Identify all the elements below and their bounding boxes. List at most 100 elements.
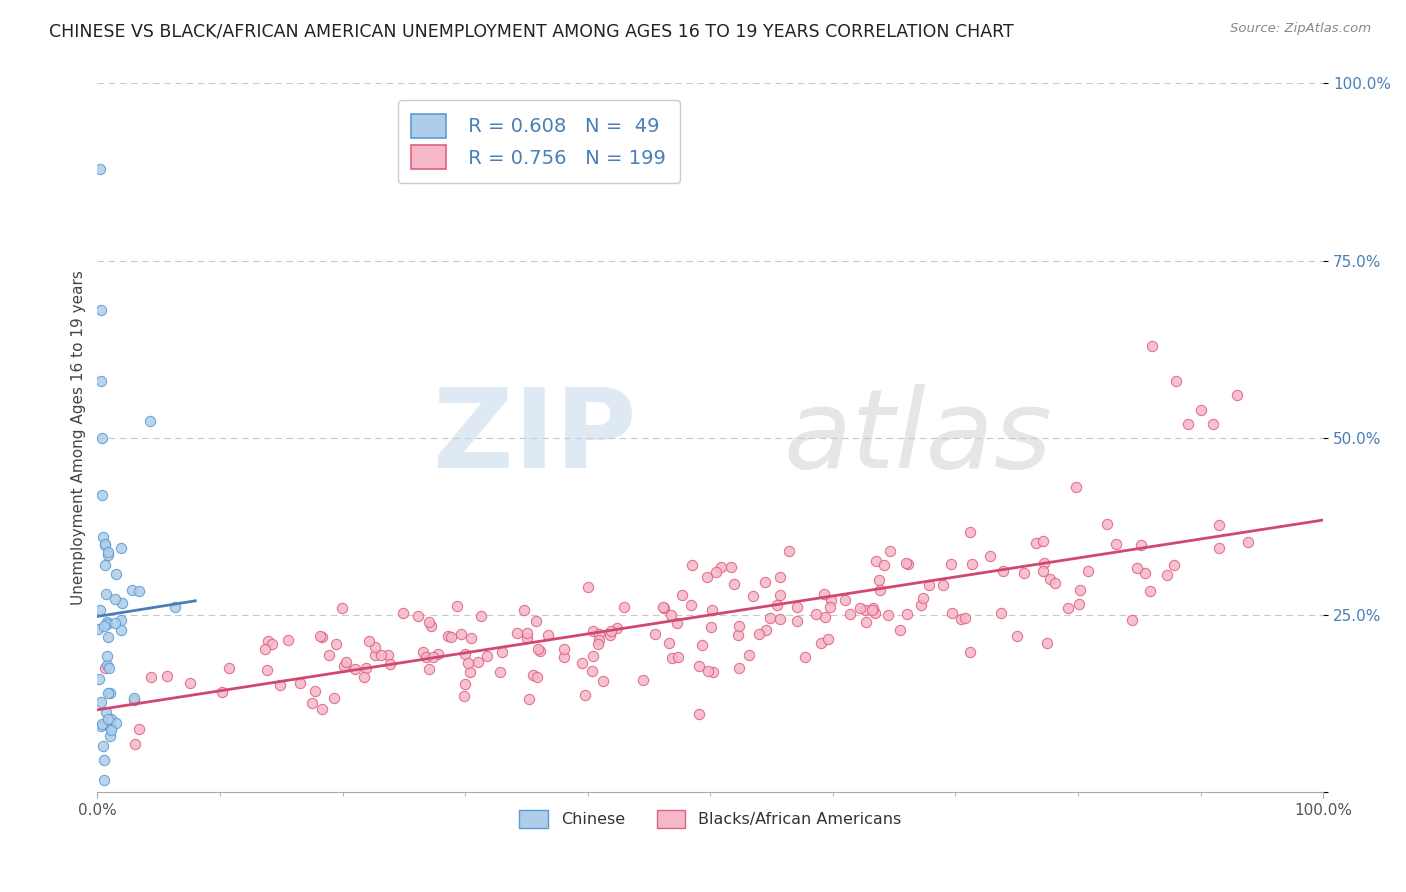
Point bbox=[318, 648, 340, 662]
Point bbox=[165, 599, 187, 614]
Point bbox=[571, 656, 593, 670]
Point bbox=[505, 625, 527, 640]
Point bbox=[911, 591, 934, 605]
Point bbox=[488, 665, 510, 679]
Point bbox=[96, 648, 118, 663]
Point bbox=[748, 627, 770, 641]
Point bbox=[93, 753, 115, 767]
Point bbox=[896, 607, 918, 621]
Point bbox=[392, 607, 415, 621]
Point bbox=[100, 723, 122, 737]
Point bbox=[766, 598, 789, 612]
Point bbox=[301, 696, 323, 710]
Point bbox=[755, 623, 778, 637]
Point bbox=[256, 633, 278, 648]
Point bbox=[1226, 388, 1249, 402]
Point bbox=[412, 645, 434, 659]
Point bbox=[94, 661, 117, 675]
Point bbox=[124, 737, 146, 751]
Point bbox=[364, 648, 387, 662]
Legend: Chinese, Blacks/African Americans: Chinese, Blacks/African Americans bbox=[513, 804, 908, 834]
Point bbox=[679, 599, 702, 613]
Point bbox=[720, 560, 742, 574]
Point bbox=[91, 717, 114, 731]
Point bbox=[94, 705, 117, 719]
Text: CHINESE VS BLACK/AFRICAN AMERICAN UNEMPLOYMENT AMONG AGES 16 TO 19 YEARS CORRELA: CHINESE VS BLACK/AFRICAN AMERICAN UNEMPL… bbox=[49, 22, 1014, 40]
Point bbox=[354, 660, 377, 674]
Point bbox=[450, 627, 472, 641]
Point bbox=[124, 691, 146, 706]
Point bbox=[769, 612, 792, 626]
Point bbox=[879, 544, 901, 558]
Point bbox=[422, 649, 444, 664]
Point bbox=[110, 613, 132, 627]
Point bbox=[277, 633, 299, 648]
Point bbox=[522, 668, 544, 682]
Point bbox=[728, 619, 751, 633]
Point bbox=[359, 633, 381, 648]
Point bbox=[1095, 516, 1118, 531]
Point bbox=[606, 621, 628, 635]
Point bbox=[1056, 600, 1078, 615]
Point bbox=[527, 642, 550, 657]
Point bbox=[91, 431, 114, 445]
Point bbox=[806, 607, 828, 621]
Point bbox=[1005, 629, 1028, 643]
Point bbox=[727, 628, 749, 642]
Point bbox=[97, 630, 120, 644]
Point bbox=[1166, 374, 1188, 388]
Point bbox=[104, 567, 127, 582]
Point bbox=[644, 626, 666, 640]
Point bbox=[436, 629, 458, 643]
Point bbox=[269, 678, 291, 692]
Point bbox=[633, 673, 655, 687]
Point bbox=[696, 664, 718, 678]
Point bbox=[754, 574, 776, 589]
Point bbox=[97, 686, 120, 700]
Point bbox=[932, 578, 955, 592]
Point bbox=[415, 649, 437, 664]
Point bbox=[96, 657, 118, 672]
Point bbox=[311, 630, 333, 644]
Point bbox=[877, 607, 900, 622]
Point bbox=[104, 715, 127, 730]
Point bbox=[529, 643, 551, 657]
Point bbox=[1139, 583, 1161, 598]
Point bbox=[1025, 536, 1047, 550]
Point bbox=[592, 674, 614, 689]
Point bbox=[460, 632, 482, 646]
Point bbox=[90, 374, 112, 388]
Point bbox=[1208, 518, 1230, 533]
Point bbox=[93, 558, 115, 573]
Point bbox=[308, 629, 330, 643]
Point bbox=[709, 559, 731, 574]
Point bbox=[453, 689, 475, 703]
Point bbox=[1189, 402, 1212, 417]
Point bbox=[582, 624, 605, 639]
Point bbox=[786, 599, 808, 614]
Point bbox=[426, 647, 449, 661]
Point bbox=[256, 664, 278, 678]
Point bbox=[688, 707, 710, 722]
Point bbox=[98, 729, 121, 743]
Point bbox=[1133, 566, 1156, 581]
Point bbox=[1032, 564, 1054, 578]
Point bbox=[104, 616, 127, 631]
Point bbox=[89, 161, 111, 176]
Point bbox=[939, 557, 962, 571]
Point bbox=[418, 662, 440, 676]
Point bbox=[1121, 613, 1143, 627]
Point bbox=[90, 303, 112, 318]
Point bbox=[993, 564, 1015, 578]
Point bbox=[440, 630, 463, 644]
Point bbox=[179, 675, 201, 690]
Point bbox=[1069, 582, 1091, 597]
Point bbox=[93, 618, 115, 632]
Point bbox=[769, 569, 792, 583]
Point bbox=[1130, 538, 1153, 552]
Point bbox=[820, 593, 842, 607]
Point bbox=[574, 688, 596, 702]
Point bbox=[1156, 567, 1178, 582]
Point bbox=[979, 549, 1001, 563]
Point bbox=[94, 587, 117, 601]
